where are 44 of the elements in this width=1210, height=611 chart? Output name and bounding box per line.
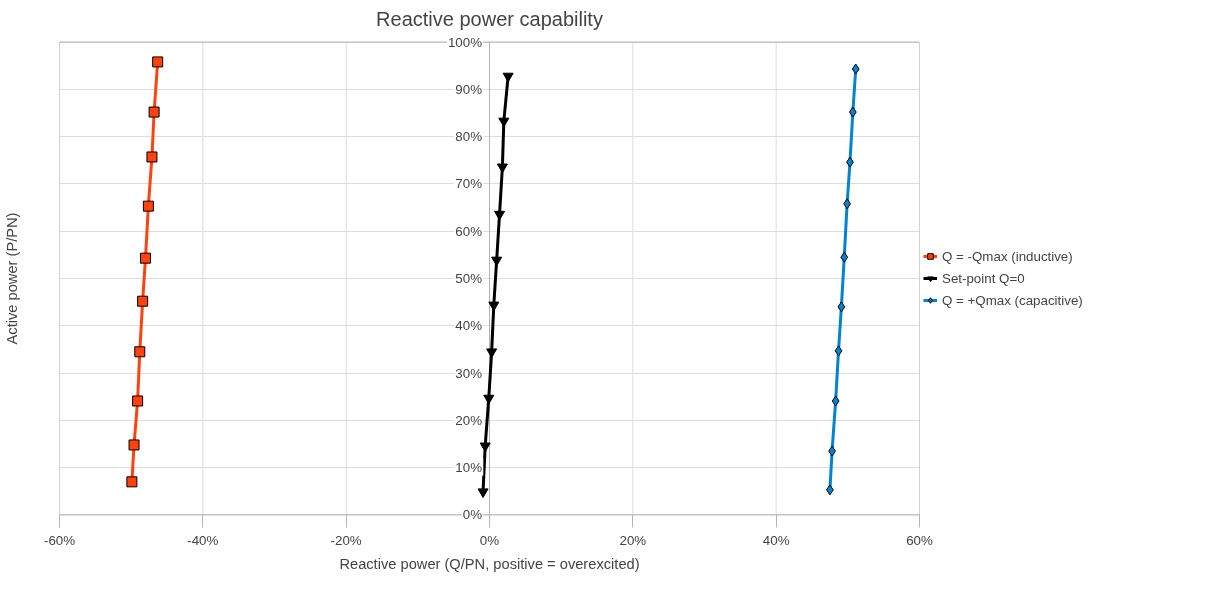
x-tick-label: 40% (762, 532, 790, 548)
y-tick-label: 80% (454, 127, 483, 145)
y-tick-label: 20% (454, 411, 483, 429)
y-tick-label: 30% (454, 364, 483, 382)
point (837, 301, 846, 313)
point (140, 252, 151, 264)
y-tick-label: 90% (454, 80, 483, 98)
point (142, 200, 154, 212)
x-tick-label: 0% (479, 532, 500, 548)
x-axis-title: Reactive power (Q/PN, positive = overexcited) (339, 555, 640, 572)
point (483, 394, 495, 405)
point (128, 439, 140, 451)
legend-label: Set-point Q=0 (942, 270, 1025, 286)
point (834, 345, 843, 357)
y-tick-label: 70% (454, 174, 483, 192)
y-tick-label: 50% (454, 269, 483, 287)
point (132, 395, 144, 407)
y-tick-label: 60% (454, 222, 483, 240)
legend-label: Q = -Qmax (inductive) (942, 248, 1073, 264)
y-tick-label: 10% (454, 458, 483, 476)
point (486, 348, 498, 359)
legend-label: Q = +Qmax (capacitive) (942, 292, 1083, 308)
point (851, 63, 860, 75)
x-tick-label: -60% (43, 532, 76, 548)
point (840, 251, 849, 263)
chart-title: Reactive power capability (376, 7, 603, 30)
point (137, 295, 149, 307)
point (477, 488, 489, 499)
point (831, 395, 840, 407)
point (152, 56, 164, 68)
point (148, 106, 160, 118)
x-tick-label: -20% (330, 532, 362, 548)
x-tick-label: 60% (906, 532, 933, 548)
x-tick-label: -40% (187, 532, 219, 548)
point (491, 256, 503, 267)
x-tick-label: 20% (619, 532, 647, 548)
y-axis-title: Active power (P/PN) (3, 212, 20, 345)
point (494, 210, 506, 221)
point (134, 346, 146, 358)
point (126, 476, 138, 488)
y-tick-label: 100% (446, 33, 483, 51)
y-tick-label: 0% (461, 505, 483, 523)
point (146, 151, 158, 163)
y-tick-label: 40% (454, 316, 483, 334)
